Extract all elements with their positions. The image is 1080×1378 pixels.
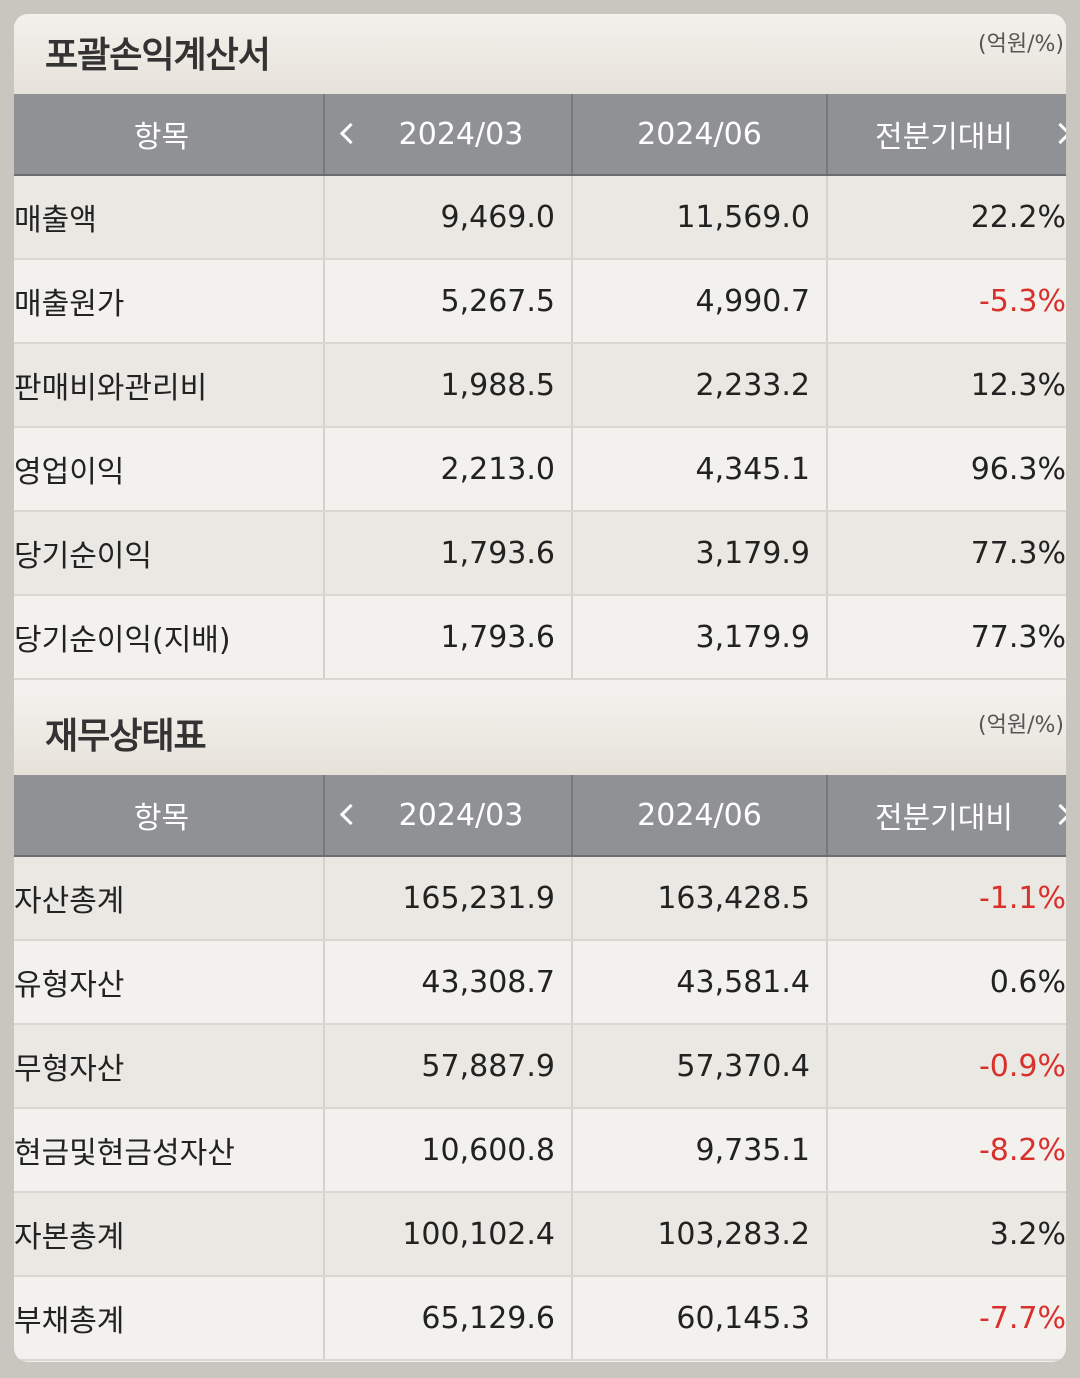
cell-cmp: 3.2% [989,1216,1066,1252]
table-row[interactable]: 유형자산 43,308.7 43,581.4 0.6% [14,941,1066,1025]
cell-p1: 9,469.0 [325,176,573,258]
income-statement-header: 포괄손익계산서 (억원/%) [14,14,1066,94]
cell-p1: 43,308.7 [325,941,573,1023]
table-row[interactable]: 현금및현금성자산 10,600.8 9,735.1 -8.2% [14,1109,1066,1193]
column-header-2024-06: 2024/06 [573,775,828,855]
cell-item: 매출액 [14,176,325,258]
column-header-item: 항목 [14,775,325,855]
cell-p2: 43,581.4 [573,941,828,1023]
chevron-left-icon[interactable] [339,122,362,145]
column-header-compare: 전분기대비 [828,775,1066,855]
cell-cmp: -5.3% [978,283,1066,319]
cell-p2: 11,569.0 [573,176,828,258]
chevron-left-icon[interactable] [339,803,362,826]
table-row[interactable]: 무형자산 57,887.9 57,370.4 -0.9% [14,1025,1066,1109]
cell-cmp: 96.3% [970,451,1066,487]
cell-cmp: -0.9% [978,1048,1066,1084]
cell-p1: 57,887.9 [325,1025,573,1107]
cell-p2: 3,179.9 [573,596,828,678]
cell-p2: 60,145.3 [573,1277,828,1359]
table-row[interactable]: 당기순이익(지배) 1,793.6 3,179.9 77.3% [14,596,1066,680]
table-row[interactable]: 판매비와관리비 1,988.5 2,233.2 12.3% [14,344,1066,428]
cell-cmp: 12.3% [970,367,1066,403]
cell-cmp: 77.3% [970,535,1066,571]
cell-cmp: 22.2% [970,199,1066,235]
financial-card: 포괄손익계산서 (억원/%) 항목 2024/03 2024/06 전분기대비 … [14,14,1066,1362]
cell-p1: 5,267.5 [325,260,573,342]
balance-sheet-header: 재무상태표 (억원/%) [14,695,1066,775]
unit-label: (억원/%) [978,713,1064,738]
cell-item: 매출원가 [14,260,325,342]
table-row[interactable]: 매출원가 5,267.5 4,990.7 -5.3% [14,260,1066,344]
column-header-compare: 전분기대비 [828,94,1066,174]
cell-p1: 100,102.4 [325,1193,573,1275]
cell-p1: 2,213.0 [325,428,573,510]
cell-p2: 4,990.7 [573,260,828,342]
cell-cmp: -7.7% [978,1300,1066,1336]
cell-cmp: 77.3% [970,619,1066,655]
table-row[interactable]: 자본총계 100,102.4 103,283.2 3.2% [14,1193,1066,1277]
column-header-2024-03: 2024/03 [325,775,573,855]
column-header-2024-03: 2024/03 [325,94,573,174]
cell-item: 무형자산 [14,1025,325,1107]
cell-item: 당기순이익 [14,512,325,594]
chevron-right-icon[interactable] [1049,803,1066,826]
section-title: 포괄손익계산서 [45,35,271,76]
cell-p2: 57,370.4 [573,1025,828,1107]
column-header-2024-06: 2024/06 [573,94,828,174]
table-row[interactable]: 부채총계 65,129.6 60,145.3 -7.7% [14,1277,1066,1361]
cell-cmp: -1.1% [978,880,1066,916]
unit-label: (억원/%) [978,32,1064,57]
chevron-right-icon[interactable] [1049,122,1066,145]
cell-item: 자산총계 [14,857,325,939]
cell-item: 유형자산 [14,941,325,1023]
cell-p2: 163,428.5 [573,857,828,939]
cell-p2: 2,233.2 [573,344,828,426]
cell-item: 영업이익 [14,428,325,510]
table-header-row: 항목 2024/03 2024/06 전분기대비 [14,775,1066,857]
cell-item: 자본총계 [14,1193,325,1275]
cell-p1: 10,600.8 [325,1109,573,1191]
cell-p2: 103,283.2 [573,1193,828,1275]
cell-p2: 4,345.1 [573,428,828,510]
cell-item: 당기순이익(지배) [14,596,325,678]
cell-item: 부채총계 [14,1277,325,1359]
cell-p1: 1,793.6 [325,512,573,594]
cell-item: 현금및현금성자산 [14,1109,325,1191]
table-row[interactable]: 영업이익 2,213.0 4,345.1 96.3% [14,428,1066,512]
section-title: 재무상태표 [45,716,207,757]
column-header-item: 항목 [14,94,325,174]
table-row[interactable]: 매출액 9,469.0 11,569.0 22.2% [14,176,1066,260]
cell-cmp: 0.6% [989,964,1066,1000]
cell-cmp: -8.2% [978,1132,1066,1168]
cell-p1: 165,231.9 [325,857,573,939]
cell-p1: 65,129.6 [325,1277,573,1359]
table-header-row: 항목 2024/03 2024/06 전분기대비 [14,94,1066,176]
cell-item: 판매비와관리비 [14,344,325,426]
table-row[interactable]: 당기순이익 1,793.6 3,179.9 77.3% [14,512,1066,596]
cell-p2: 9,735.1 [573,1109,828,1191]
cell-p2: 3,179.9 [573,512,828,594]
table-row[interactable]: 자산총계 165,231.9 163,428.5 -1.1% [14,857,1066,941]
cell-p1: 1,988.5 [325,344,573,426]
cell-p1: 1,793.6 [325,596,573,678]
